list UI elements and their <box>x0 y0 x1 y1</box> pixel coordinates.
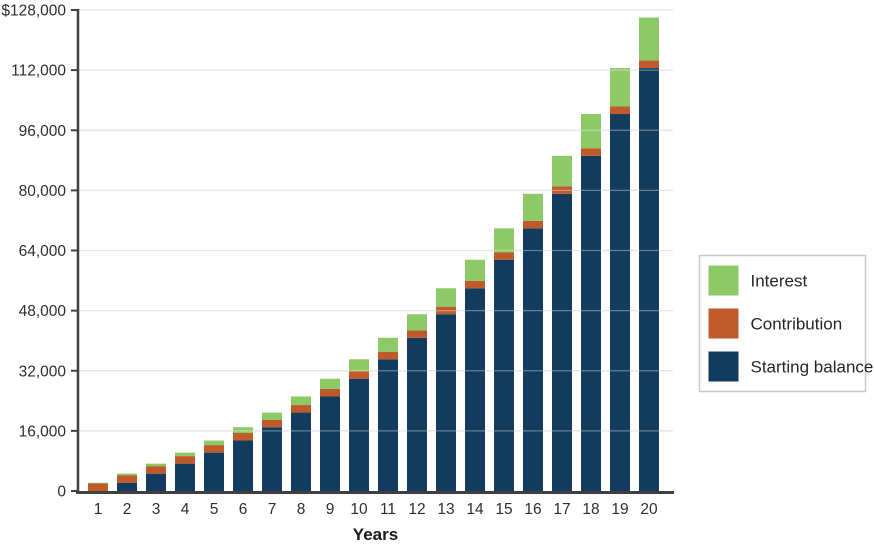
bar-segment-interest <box>88 482 108 484</box>
bar-segment-contribution <box>175 456 195 464</box>
bar-segment-interest <box>378 337 398 352</box>
x-axis-tick-label: 20 <box>640 501 658 518</box>
bar-segment-starting-balance <box>465 288 485 491</box>
bar-segment-interest <box>204 440 224 446</box>
x-axis-tick-label: 17 <box>553 501 570 518</box>
bar-segment-contribution <box>204 445 224 453</box>
bar-segment-starting-balance <box>175 463 195 491</box>
bar-segment-contribution <box>88 483 108 491</box>
bar-segment-starting-balance <box>552 193 572 491</box>
bar-segment-interest <box>610 68 630 107</box>
y-axis-tick-label: 48,000 <box>19 303 67 320</box>
bar-segment-starting-balance <box>581 155 601 491</box>
x-axis-title: Years <box>353 525 398 544</box>
bar-segment-contribution <box>233 433 253 441</box>
x-axis-tick-label: 7 <box>268 501 277 518</box>
bar-segment-contribution <box>465 280 485 289</box>
y-axis-tick-label: 16,000 <box>19 423 67 440</box>
bar-segment-contribution <box>581 148 601 156</box>
legend-label-interest: Interest <box>751 272 808 291</box>
legend-swatch-contribution <box>708 308 739 339</box>
bar-segment-contribution <box>436 306 456 315</box>
bar-segment-interest <box>407 314 427 331</box>
bar-segment-contribution <box>349 371 369 379</box>
bar-segment-starting-balance <box>639 68 659 492</box>
bar-segment-interest <box>639 17 659 61</box>
bar-segment-starting-balance <box>204 452 224 491</box>
x-axis-tick-label: 5 <box>210 501 219 518</box>
bar-segment-starting-balance <box>320 396 340 491</box>
bar-segment-interest <box>262 412 282 420</box>
bar-segment-interest <box>523 193 543 221</box>
bar-segment-contribution <box>639 60 659 69</box>
bar-segment-interest <box>436 288 456 307</box>
x-axis-tick-label: 19 <box>611 501 628 518</box>
x-axis-tick-label: 4 <box>181 501 190 518</box>
bar-segment-interest <box>552 155 572 187</box>
bar-segment-interest <box>320 378 340 389</box>
x-axis-tick-label: 18 <box>582 501 599 518</box>
bar-segment-starting-balance <box>233 440 253 491</box>
bar-segment-interest <box>175 452 195 457</box>
bar-segment-contribution <box>320 388 340 397</box>
legend-label-contribution: Contribution <box>751 315 843 334</box>
y-axis-tick-label: $128,000 <box>1 3 66 20</box>
bar-segment-starting-balance <box>494 259 514 491</box>
bar-segment-interest <box>146 463 166 467</box>
legend-swatch-starting-balance <box>708 351 739 382</box>
bar-segment-starting-balance <box>523 228 543 492</box>
y-axis-tick-label: 32,000 <box>19 363 67 380</box>
bar-segment-starting-balance <box>610 114 630 491</box>
bar-segment-starting-balance <box>378 359 398 491</box>
x-axis-tick-label: 1 <box>94 501 103 518</box>
bar-segment-interest <box>291 396 311 406</box>
y-axis-tick-label: 112,000 <box>11 63 66 80</box>
bar-segment-starting-balance <box>117 482 137 491</box>
bar-segment-contribution <box>146 466 166 474</box>
bar-segment-interest <box>233 427 253 434</box>
bar-segment-contribution <box>552 186 572 194</box>
x-axis-tick-label: 6 <box>239 501 248 518</box>
bar-segment-interest <box>494 228 514 253</box>
x-axis-tick-label: 3 <box>152 501 161 518</box>
x-axis-tick-label: 15 <box>495 501 512 518</box>
y-axis-tick-label: 96,000 <box>19 123 67 140</box>
y-axis-tick-label: 0 <box>57 484 66 501</box>
bar-segment-contribution <box>262 419 282 428</box>
bar-segment-interest <box>117 473 137 476</box>
x-axis-tick-label: 16 <box>524 501 541 518</box>
legend-label-starting-balance: Starting balance <box>751 358 874 377</box>
x-axis-tick-label: 11 <box>380 501 396 518</box>
bar-segment-contribution <box>494 252 514 260</box>
legend-swatch-interest <box>708 265 739 296</box>
bar-segment-starting-balance <box>146 473 166 491</box>
y-axis-tick-label: 80,000 <box>19 183 67 200</box>
x-axis-tick-label: 2 <box>123 501 132 518</box>
bar-segment-contribution <box>291 405 311 413</box>
bar-segment-interest <box>465 259 485 281</box>
y-axis-tick-label: 64,000 <box>19 243 67 260</box>
bar-segment-starting-balance <box>262 427 282 491</box>
bar-segment-interest <box>581 114 601 149</box>
bar-segment-interest <box>349 359 369 372</box>
bar-segment-contribution <box>378 351 398 360</box>
x-axis-tick-label: 12 <box>408 501 425 518</box>
x-axis-tick-label: 8 <box>297 501 306 518</box>
x-axis-tick-label: 10 <box>350 501 368 518</box>
bar-segment-contribution <box>610 106 630 115</box>
x-axis-tick-label: 14 <box>466 501 484 518</box>
bar-segment-contribution <box>117 475 137 483</box>
bar-segment-starting-balance <box>291 412 311 491</box>
x-axis-tick-label: 9 <box>326 501 335 518</box>
bar-segment-contribution <box>407 330 427 338</box>
bar-segment-starting-balance <box>436 314 456 491</box>
bar-segment-starting-balance <box>349 378 369 491</box>
bar-segment-starting-balance <box>407 337 427 491</box>
bar-segment-contribution <box>523 220 543 229</box>
x-axis-tick-label: 13 <box>437 501 454 518</box>
